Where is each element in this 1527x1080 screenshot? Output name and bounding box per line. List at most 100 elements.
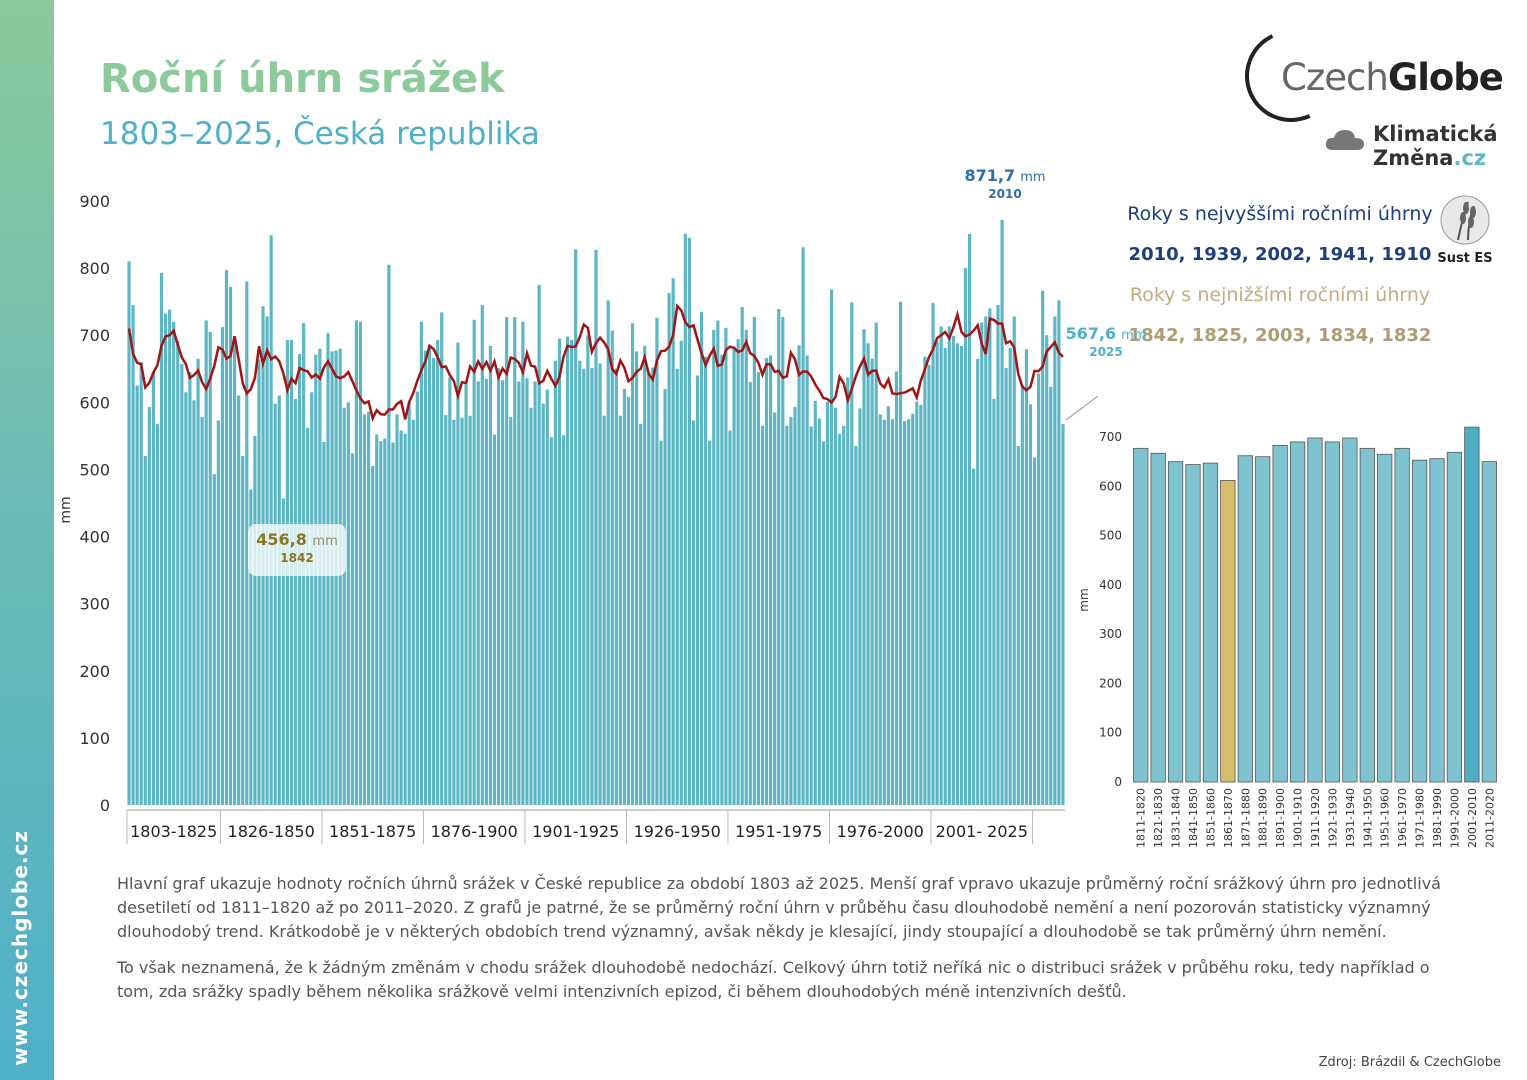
lowest-years-heading: Roky s nejnižšími ročními úhrny bbox=[1129, 284, 1431, 306]
precip-bar bbox=[249, 489, 253, 805]
precip-bar bbox=[1041, 290, 1045, 805]
decade-bar bbox=[1220, 479, 1236, 783]
precip-bar bbox=[480, 305, 484, 805]
decade-x-tick-label: 2011-2020 bbox=[1483, 788, 1496, 848]
precip-bar bbox=[228, 286, 233, 805]
precip-bar bbox=[785, 425, 789, 805]
y-tick-label: 200 bbox=[79, 662, 110, 681]
precip-bar bbox=[838, 433, 842, 805]
decade-bar bbox=[1202, 462, 1219, 783]
chart-title: Roční úhrn srážek bbox=[100, 56, 505, 102]
decade-y-tick-label: 400 bbox=[1099, 578, 1122, 592]
description-paragraph-1: Hlavní graf ukazuje hodnoty ročních úhrn… bbox=[117, 874, 1441, 941]
precip-bar bbox=[293, 398, 298, 805]
decade-x-tick-label: 1871-1880 bbox=[1239, 788, 1252, 848]
precip-bar bbox=[496, 368, 501, 805]
precip-bar bbox=[805, 355, 809, 805]
decade-x-tick-label: 1951-1960 bbox=[1379, 788, 1392, 848]
precip-bar bbox=[411, 419, 415, 805]
precip-bar bbox=[131, 305, 135, 805]
decade-x-tick-label: 1921-1930 bbox=[1326, 788, 1339, 848]
precip-bar bbox=[570, 339, 574, 805]
precip-bar bbox=[594, 249, 598, 806]
decade-bar bbox=[1464, 426, 1480, 783]
precip-bar bbox=[277, 395, 281, 805]
precip-bar bbox=[127, 261, 131, 805]
precip-bar bbox=[505, 317, 509, 805]
klimaticka-zmena-logo[interactable]: Klimatická Změna.cz bbox=[1325, 122, 1505, 170]
precip-bar bbox=[501, 380, 505, 805]
decade-bar bbox=[1342, 437, 1358, 783]
precip-bar bbox=[188, 372, 192, 805]
decade-bar bbox=[1133, 447, 1149, 783]
precip-bar bbox=[155, 423, 160, 805]
max-unit: mm bbox=[1020, 170, 1046, 185]
precip-bar bbox=[427, 345, 432, 805]
precip-bar bbox=[204, 320, 208, 805]
precip-bar bbox=[626, 396, 631, 805]
precip-bar bbox=[233, 335, 237, 805]
precip-bar bbox=[801, 247, 805, 806]
precip-bar bbox=[245, 281, 249, 805]
decade-x-tick-label: 1841-1850 bbox=[1187, 788, 1200, 848]
wheat-icon bbox=[1440, 195, 1490, 245]
precip-bar bbox=[809, 426, 813, 805]
decade-x-tick-label: 1931-1940 bbox=[1344, 788, 1357, 848]
last-year: 2025 bbox=[1089, 345, 1123, 359]
precip-bar bbox=[748, 382, 752, 805]
cloud-icon bbox=[1325, 130, 1364, 150]
precip-bar bbox=[379, 441, 383, 805]
precip-bar bbox=[281, 498, 285, 805]
precip-bar bbox=[338, 348, 342, 805]
precip-bar bbox=[431, 358, 436, 805]
precip-bar bbox=[740, 307, 744, 805]
decade-x-tick-label: 1941-1950 bbox=[1361, 788, 1374, 848]
precip-bar bbox=[955, 343, 959, 805]
y-tick-label: 800 bbox=[79, 259, 110, 278]
precip-bar bbox=[817, 418, 821, 805]
source-note: Zdroj: Brázdil & CzechGlobe bbox=[1318, 1055, 1501, 1070]
precip-bar bbox=[931, 303, 935, 805]
decade-y-tick-label: 500 bbox=[1099, 529, 1122, 543]
precip-bar bbox=[448, 377, 452, 805]
highest-years-heading: Roky s nejvyššími ročními úhrny bbox=[1127, 203, 1433, 225]
period-label: 1976-2000 bbox=[837, 822, 924, 841]
precip-bar bbox=[1061, 424, 1065, 805]
precip-bar bbox=[192, 400, 196, 805]
precip-bar bbox=[752, 317, 756, 805]
precip-bar bbox=[529, 407, 533, 805]
sustes-logo[interactable]: Sust ES bbox=[1434, 194, 1496, 266]
decade-bar bbox=[1255, 456, 1271, 783]
precip-bar bbox=[671, 278, 675, 805]
precip-bar bbox=[943, 347, 947, 805]
decade-y-tick-label: 100 bbox=[1099, 726, 1122, 740]
precip-bar bbox=[537, 284, 541, 805]
precip-bar bbox=[224, 270, 229, 805]
precip-bar bbox=[919, 405, 923, 805]
side-strip: www.czechglobe.cz bbox=[0, 0, 54, 1080]
precip-bar bbox=[257, 359, 261, 805]
decade-x-tick-label: 1881-1890 bbox=[1257, 788, 1270, 848]
precip-bar bbox=[651, 367, 655, 805]
trend-line bbox=[127, 303, 1064, 422]
precip-bar bbox=[578, 360, 582, 805]
czechglobe-logo[interactable]: CzechGlobe bbox=[1232, 17, 1515, 135]
decade-y-tick-label: 200 bbox=[1099, 676, 1122, 690]
precip-bar bbox=[667, 292, 671, 805]
precip-bar bbox=[147, 407, 151, 805]
y-tick-label: 500 bbox=[79, 460, 110, 479]
website-link[interactable]: www.czechglobe.cz bbox=[8, 830, 32, 1066]
precip-bar bbox=[618, 415, 622, 805]
description: Hlavní graf ukazuje hodnoty ročních úhrn… bbox=[117, 872, 1447, 1016]
precip-bar bbox=[358, 321, 363, 805]
decade-x-tick-label: 1901-1910 bbox=[1292, 788, 1305, 848]
precip-bar bbox=[655, 317, 659, 805]
decade-x-tick-label: 1981-1990 bbox=[1431, 788, 1444, 848]
precip-bar bbox=[269, 235, 273, 805]
precip-bar bbox=[306, 427, 310, 805]
precip-bar bbox=[862, 329, 866, 805]
precip-bar bbox=[744, 329, 748, 805]
precip-bar bbox=[606, 300, 610, 805]
precip-bar bbox=[403, 433, 407, 805]
precip-bar bbox=[996, 305, 1000, 805]
